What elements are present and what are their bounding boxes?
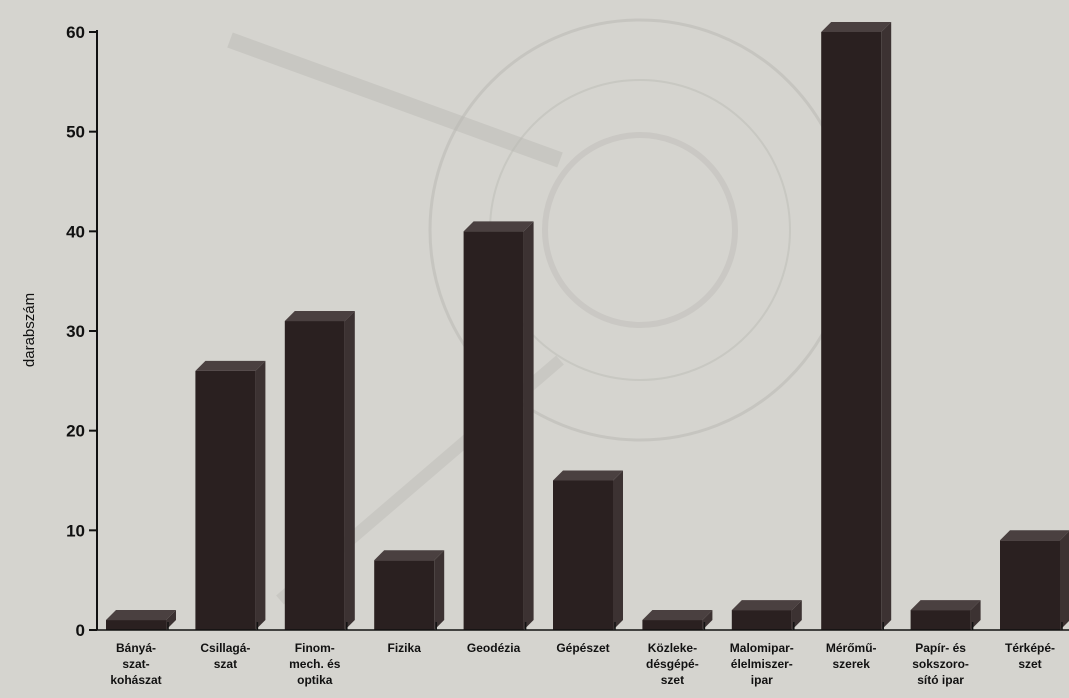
bar-top (910, 600, 981, 611)
bar-top (374, 550, 445, 561)
bar (553, 470, 623, 630)
bar-side (434, 550, 445, 630)
y-tick-label: 30 (66, 322, 85, 341)
bar-top (195, 360, 266, 371)
bar (1000, 530, 1069, 630)
bar (731, 600, 802, 630)
bar-top (821, 22, 892, 32)
bar (463, 221, 534, 631)
bar-side (613, 470, 623, 630)
bar (910, 600, 981, 630)
x-tick-labels: Bányá-szat-kohászat Csillagá-szat Finom-me… (110, 641, 1055, 687)
bar-top (106, 610, 176, 621)
x-tick-label: Malomipar-élelmiszer-ipar (730, 641, 794, 687)
bar-top (553, 470, 623, 481)
bar-top (463, 221, 534, 232)
x-tick-label: Gépészet (556, 641, 609, 655)
bar (195, 360, 266, 630)
bar (821, 22, 892, 630)
bar (374, 550, 445, 630)
x-tick-label: Bányá-szat-kohászat (110, 641, 161, 687)
x-tick-label: Finom-mech. és optika (289, 641, 341, 687)
bar-side (1060, 531, 1069, 630)
bar-side (523, 221, 534, 631)
bar-front (642, 620, 703, 630)
bar-front (910, 610, 971, 630)
y-tick-label: 50 (66, 123, 85, 142)
bar-side (255, 360, 266, 630)
bar-front (553, 480, 613, 630)
watermark-beam (227, 32, 563, 168)
y-tick-label: 10 (66, 521, 85, 540)
y-tick-label: 20 (66, 422, 85, 441)
bar-top (284, 311, 355, 322)
x-tick-label: Térképé-szet (1005, 641, 1055, 671)
x-tick-label: Papír- és sokszoro-sító ipar (912, 641, 969, 687)
bar (284, 311, 355, 630)
x-tick-label: Geodézia (467, 641, 521, 655)
bar-front (106, 620, 166, 630)
x-tick-label: Mérőmű-szerek (826, 641, 877, 671)
bar (642, 610, 713, 630)
bar-side (881, 22, 892, 630)
bar-top (1000, 530, 1069, 541)
bar-front (731, 610, 792, 630)
y-tick-label: 60 (66, 23, 85, 42)
y-axis-label: darabszám (21, 293, 38, 367)
y-tick-label: 40 (66, 222, 85, 241)
bar-side (344, 311, 355, 630)
bar-top (731, 600, 802, 611)
bars-group (106, 22, 1069, 631)
bar-front (463, 231, 524, 631)
bar-front (1000, 540, 1060, 630)
bar-top (642, 610, 713, 621)
x-tick-label: Közleke-désgépé-szet (646, 641, 699, 687)
bar-front (374, 560, 435, 630)
x-tick-label: Fizika (388, 641, 422, 655)
bar-front (821, 32, 882, 630)
bar-front (195, 370, 256, 630)
bar-front (284, 321, 345, 630)
watermark-ring (542, 132, 738, 328)
watermark-ring (489, 79, 791, 381)
bar (106, 610, 176, 630)
axes-group: 0 10 20 30 40 50 60 (66, 23, 1069, 640)
y-tick-label: 0 (76, 621, 85, 640)
x-tick-label: Csillagá-szat (200, 641, 250, 671)
